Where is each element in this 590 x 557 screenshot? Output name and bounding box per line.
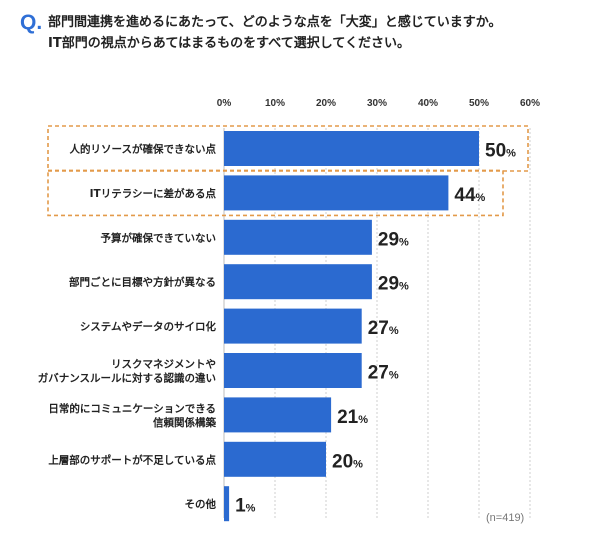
category-label-line: 人的リソースが確保できない点 [70,143,217,156]
x-tick-label: 10% [265,98,285,109]
value-unit: % [506,148,516,160]
value-label: 21% [337,407,368,428]
question-text: 部門間連携を進めるにあたって、どのような点を「大変」と感じていますか。 IT部門… [48,12,578,54]
value-label: 20% [332,451,363,472]
x-tick-label: 0% [217,98,232,109]
category-label-line: その他 [185,498,217,511]
value-unit: % [358,414,368,426]
value-label: 27% [368,363,399,384]
category-label: システムやデータのサイロ化 [80,320,217,333]
value-unit: % [476,192,486,204]
category-label: 日常的にコミュニケーションできる信頼関係構築 [48,402,216,429]
x-tick-label: 60% [520,98,540,109]
sample-size-note: (n=419) [486,512,525,524]
value-unit: % [399,236,409,248]
value-unit: % [246,503,256,515]
bar [224,131,479,166]
question-line-1: 部門間連携を進めるにあたって、どのような点を「大変」と感じていますか。 [48,15,502,30]
value-unit: % [353,458,363,470]
bar [224,397,332,433]
category-label: 人的リソースが確保できない点 [70,143,217,156]
x-tick-label: 50% [469,98,489,109]
value-unit: % [399,281,409,293]
x-tick-label: 20% [316,98,336,109]
value-label: 27% [368,318,399,339]
category-label-line: システムやデータのサイロ化 [80,320,217,333]
value-unit: % [389,325,399,337]
bar [224,308,362,344]
bar [224,353,362,388]
bar [224,441,326,477]
category-label: 部門ごとに目標や方針が異なる [69,276,216,289]
x-tick-label: 30% [367,98,387,109]
category-label-line: ITリテラシーに差がある点 [90,187,217,200]
value-label: 29% [378,229,409,250]
value-label: 50% [485,141,516,162]
category-label: 予算が確保できていない [101,231,217,244]
highlight-box [47,169,504,217]
category-label-line: リスクマネジメントや [111,359,216,371]
x-tick-label: 40% [418,98,438,109]
category-label-line: 信頼関係構築 [153,416,216,429]
bar [224,175,449,211]
question-line-2: IT部門の視点からあてはまるものをすべて選択してください。 [48,36,410,51]
value-label: 44% [454,185,485,206]
value-label: 29% [378,274,409,295]
category-label-line: 上層部のサポートが不足している点 [48,453,216,466]
category-label-line: 予算が確保できていない [101,231,217,244]
category-label-line: 部門ごとに目標や方針が異なる [69,276,216,289]
category-label: 上層部のサポートが不足している点 [48,453,216,466]
category-label: リスクマネジメントやガバナンスルールに対する認識の違い [38,359,216,385]
value-label: 1% [235,496,256,517]
category-label: その他 [185,498,217,511]
bar [224,219,372,255]
value-unit: % [389,370,399,382]
question-mark: Q. [20,11,43,34]
category-label-line: 日常的にコミュニケーションできる [48,402,216,415]
bar [224,264,372,300]
category-label: ITリテラシーに差がある点 [90,187,217,200]
category-label-line: ガバナンスルールに対する認識の違い [38,372,216,385]
bar [224,486,230,522]
